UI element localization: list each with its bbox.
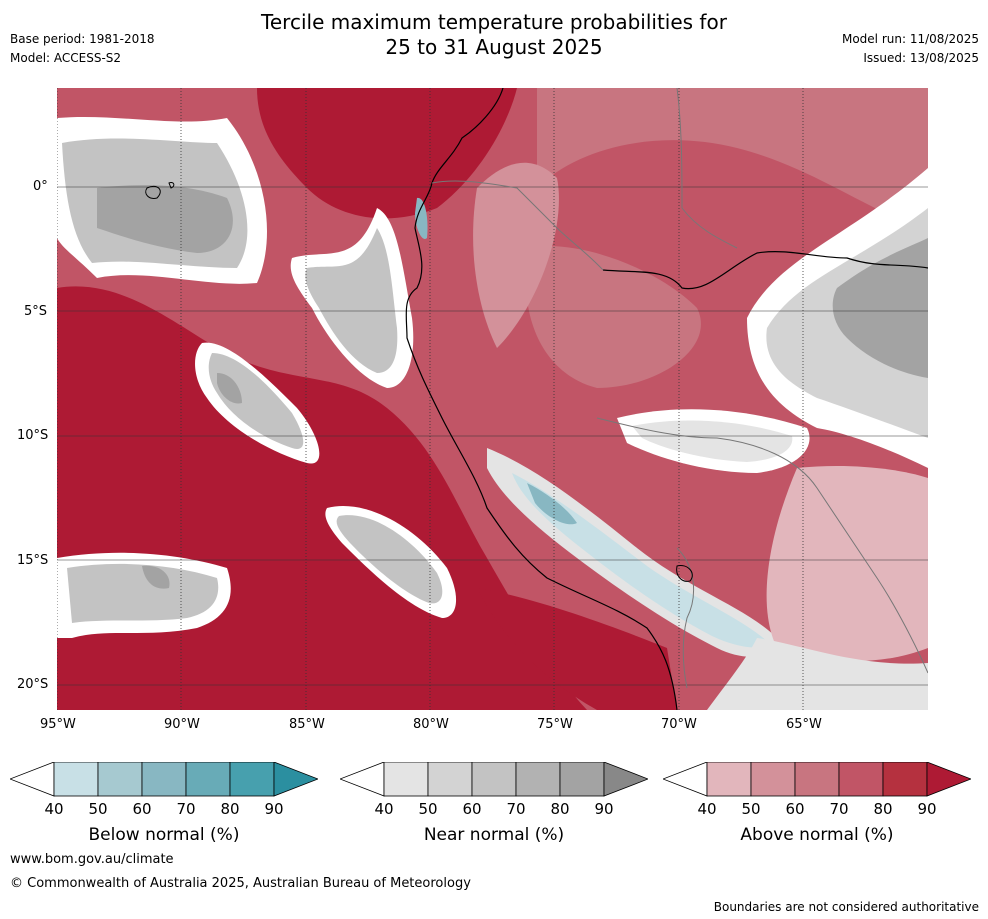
border-peru-bolivia: [676, 547, 695, 689]
region-near-normal-south-interior-inner: [632, 420, 793, 462]
colorbar-segment: [515, 762, 561, 797]
colorbar: [10, 762, 318, 797]
legend-near-normal: 40 50 60 70 80 90 Near normal (%): [340, 760, 648, 850]
colorbar: [340, 762, 648, 797]
lake-titicaca: [676, 564, 693, 582]
colorbar-tick-label: 90: [917, 800, 937, 818]
colorbar-tick-label: 40: [374, 800, 394, 818]
colorbar-tick-label: 50: [418, 800, 438, 818]
region-near-normal-mid-inner: [208, 353, 304, 449]
region-near-normal-east-core: [832, 238, 928, 378]
colorbar-segment: [185, 762, 231, 797]
colorbar-title: Near normal (%): [423, 825, 565, 845]
colorbar-tick-label: 60: [785, 800, 805, 818]
region-near-normal-ecuador-inner: [305, 228, 398, 373]
colorbar-segment: [750, 762, 796, 797]
colorbar-extend-high: [273, 762, 318, 797]
colorbar-segment: [471, 762, 517, 797]
region-above-weak-southeast: [766, 466, 928, 662]
lon-label-65w: 65°W: [786, 717, 822, 732]
region-above-70-interior: [525, 246, 701, 388]
region-near-normal-nw-core: [97, 185, 233, 253]
border-ecuador-peru: [431, 180, 604, 271]
lat-label-0: 0°: [33, 179, 48, 194]
colorbar-segment: [427, 762, 473, 797]
colorbar-tick-label: 80: [220, 800, 240, 818]
colorbar-tick-label: 70: [506, 800, 526, 818]
lat-lines: [57, 186, 928, 686]
title-line-2: 25 to 31 August 2025: [385, 35, 603, 59]
region-below-normal-band-inner: [512, 473, 769, 648]
colorbar-segment: [383, 762, 429, 797]
probability-map: [57, 88, 928, 710]
border-colombia-peru: [602, 251, 928, 290]
colorbar-segment: [97, 762, 143, 797]
colorbar-extend-low: [10, 762, 55, 797]
lat-label-15s: 15°S: [17, 553, 49, 568]
colorbar-segment: [559, 762, 605, 797]
colorbar-extend-high: [926, 762, 971, 797]
colorbar-tick-label: 40: [697, 800, 717, 818]
region-above-60-east: [537, 88, 928, 228]
legend-below-normal: 40 50 60 70 80 90 Below normal (%): [10, 760, 318, 850]
region-above-90-north: [257, 88, 517, 219]
lat-label-20s: 20°S: [17, 677, 49, 692]
colorbar-tick-label: 80: [550, 800, 570, 818]
model-name: Model: ACCESS-S2: [10, 51, 122, 65]
galapagos-islands: [145, 182, 175, 199]
lon-label-90w: 90°W: [164, 717, 200, 732]
colorbar-segment: [53, 762, 99, 797]
colorbar-segment: [838, 762, 884, 797]
colorbar-segment: [794, 762, 840, 797]
colorbar-title: Below normal (%): [88, 825, 240, 845]
issued-date: Issued: 13/08/2025: [863, 51, 979, 65]
title-line-1: Tercile maximum temperature probabilitie…: [261, 10, 727, 34]
region-near-normal-pacific-band-inner: [336, 515, 443, 604]
colorbar-tick-label: 70: [176, 800, 196, 818]
colorbar-segment: [706, 762, 752, 797]
lon-label-85w: 85°W: [289, 717, 325, 732]
website-link[interactable]: www.bom.gov.au/climate: [10, 852, 174, 867]
region-near-normal-southeast: [707, 638, 928, 710]
colorbar-tick-label: 90: [264, 800, 284, 818]
region-below-normal-band-core: [527, 483, 577, 525]
border-colombia: [676, 88, 738, 249]
colorbar-tick-label: 60: [462, 800, 482, 818]
region-below-normal-ecuador: [415, 197, 428, 239]
border-brazil-bolivia: [596, 417, 928, 674]
lat-label-5s: 5°S: [24, 304, 48, 319]
lon-label-80w: 80°W: [413, 717, 449, 732]
colorbar-tick-label: 80: [873, 800, 893, 818]
region-near-normal-sw-inner: [67, 563, 219, 623]
colorbar-extend-low: [663, 762, 708, 797]
colorbar-tick-label: 40: [44, 800, 64, 818]
colorbar-tick-label: 60: [132, 800, 152, 818]
coastline: [405, 88, 678, 710]
legends: 40 50 60 70 80 90 Below normal (%) 40 50 60 70 80 90…: [0, 760, 988, 850]
base-period: Base period: 1981-2018: [10, 32, 155, 46]
colorbar-tick-label: 50: [741, 800, 761, 818]
lat-label-10s: 10°S: [17, 428, 49, 443]
colorbar-tick-label: 90: [594, 800, 614, 818]
region-near-normal-mid-core: [217, 373, 242, 404]
colorbar-tick-label: 70: [829, 800, 849, 818]
lon-label-95w: 95°W: [40, 717, 76, 732]
lon-label-70w: 70°W: [661, 717, 697, 732]
colorbar-segment: [229, 762, 275, 797]
colorbar-segment: [141, 762, 187, 797]
map-title: Tercile maximum temperature probabilitie…: [0, 10, 988, 60]
colorbar-title: Above normal (%): [740, 825, 894, 845]
colorbar: [663, 762, 971, 797]
colorbar-segment: [882, 762, 928, 797]
boundaries-disclaimer: Boundaries are not considered authoritat…: [713, 900, 979, 914]
colorbar-extend-low: [340, 762, 385, 797]
region-near-normal-sw-core: [142, 565, 170, 589]
model-run-date: Model run: 11/08/2025: [841, 32, 979, 46]
colorbar-extend-high: [603, 762, 648, 797]
colorbar-tick-label: 50: [88, 800, 108, 818]
lon-label-75w: 75°W: [537, 717, 573, 732]
region-above-90-south: [477, 588, 677, 710]
copyright-text: © Commonwealth of Australia 2025, Austra…: [10, 876, 471, 891]
legend-above-normal: 40 50 60 70 80 90 Above normal (%): [663, 760, 971, 850]
